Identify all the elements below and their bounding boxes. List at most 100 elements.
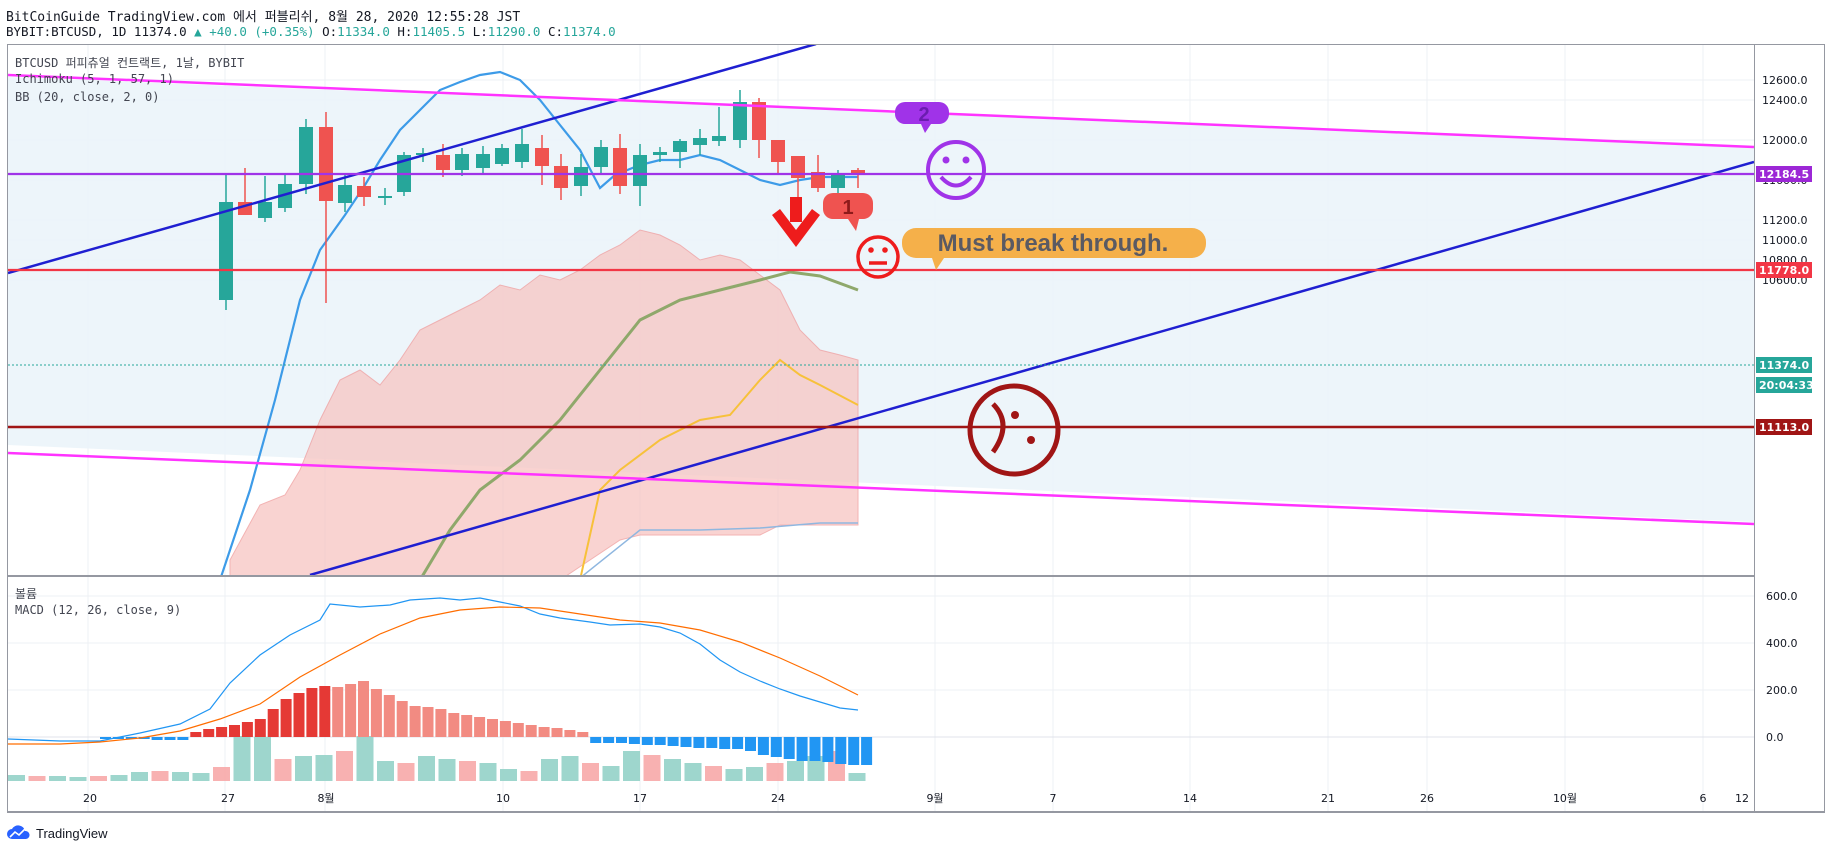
candle-24 [673, 139, 687, 168]
legend-macd[interactable]: MACD (12, 26, close, 9) [15, 603, 182, 617]
candle-23 [653, 147, 667, 162]
candle-1 [219, 173, 233, 310]
bubble-2-label: 2 [918, 104, 929, 126]
macd-pane[interactable] [7, 576, 1755, 812]
candle-15 [495, 144, 509, 166]
volume-bar [315, 755, 333, 781]
price-axis[interactable] [1755, 44, 1825, 812]
volume-bar [274, 759, 292, 781]
macd-hist-bar [125, 737, 137, 739]
macd-line [8, 597, 859, 742]
macd-hist-bar [577, 732, 589, 737]
volume-bar [397, 763, 415, 781]
macd-hist-bar [551, 728, 563, 737]
volume-bar [643, 755, 661, 781]
macd-hist-bar [293, 693, 305, 737]
macd-hist-bar [241, 722, 253, 737]
candle-25 [693, 129, 707, 155]
macd-hist-bar [112, 737, 124, 739]
callout-box[interactable]: Must break through. [902, 228, 1206, 270]
time-tick-label: 26 [1420, 792, 1434, 805]
macd-hist-bar [435, 709, 447, 737]
legend-ichimoku[interactable]: Ichimoku (5, 1, 57, 1) [15, 72, 174, 86]
low-label: L: [472, 24, 488, 39]
cloud-logo-icon [7, 825, 30, 839]
open-label: O: [322, 24, 338, 39]
volume-bar [69, 777, 87, 781]
symbol-price: BYBIT:BTCUSD, 1D 11374.0 [6, 24, 187, 39]
candle-7 [338, 175, 352, 212]
candle-16 [515, 129, 529, 168]
price-tick-label: 12400.0 [1762, 94, 1808, 107]
candle-13 [455, 148, 469, 176]
macd-hist-bar [487, 719, 498, 737]
candle-21 [613, 134, 627, 194]
volume-bar [438, 759, 456, 781]
price-badge: 11374.0 [1756, 357, 1812, 373]
symbol-ohlc-line: BYBIT:BTCUSD, 1D 11374.0 ▲ +40.0 (+0.35%… [6, 24, 616, 39]
smile-icon[interactable] [926, 140, 986, 200]
macd-hist-bar [693, 737, 705, 748]
legend-bollinger[interactable]: BB (20, close, 2, 0) [15, 90, 160, 104]
macd-hist-bar [770, 737, 782, 757]
volume-bar [110, 775, 128, 781]
open-value: 11334.0 [337, 24, 390, 39]
axis-labels: 12600.012400.012000.011600.011200.011000… [83, 74, 1814, 805]
time-tick-label: 8월 [317, 792, 334, 805]
confused-face-icon[interactable] [967, 383, 1061, 477]
candle-27 [733, 90, 747, 148]
macd-hist-bar [706, 737, 718, 748]
volume-bar [479, 763, 497, 781]
volume-bar [807, 756, 825, 781]
macd-hist-bar [280, 699, 292, 737]
change-up-icon: ▲ [194, 24, 202, 39]
candle-28 [752, 98, 766, 158]
macd-hist-bar [641, 737, 653, 745]
macd-hist-bar [835, 737, 847, 764]
macd-hist-bar [409, 706, 421, 737]
macd-hist-bar [603, 737, 615, 743]
price-badge: 11778.0 [1756, 262, 1812, 278]
macd-hist-bar [474, 717, 486, 737]
candle-5 [299, 119, 313, 194]
macd-hist-bar [822, 737, 834, 762]
volume-bar [336, 751, 353, 781]
macd-hist-bar [229, 725, 240, 737]
macd-hist-bar [100, 737, 111, 739]
channel-bottom[interactable] [8, 451, 1754, 526]
macd-hist-bar [628, 737, 640, 744]
macd-hist-bar [861, 737, 873, 765]
trendline-lower[interactable] [309, 160, 1754, 575]
candle-18 [554, 154, 568, 200]
volume-bar [664, 759, 681, 781]
price-tick-label: 11000.0 [1762, 234, 1808, 247]
neutral-face-icon[interactable] [856, 235, 900, 279]
volume-bar [500, 769, 517, 781]
candle-26 [712, 107, 726, 146]
price-pane[interactable] [7, 44, 1755, 576]
macd-histogram [100, 681, 873, 765]
ichimoku-cloud-base [582, 522, 858, 575]
macd-hist-bar [306, 688, 318, 737]
macd-hist-bar [564, 730, 576, 737]
volume-bar [520, 771, 538, 781]
volume-bars [8, 736, 866, 781]
volume-bar [8, 775, 25, 781]
candle-14 [476, 146, 490, 175]
macd-hist-bar [783, 737, 795, 759]
macd-hist-bar [203, 729, 215, 737]
trendline-upper[interactable] [8, 44, 817, 275]
legend-volume[interactable]: 볼륨 [15, 587, 38, 601]
volume-bar [28, 776, 46, 781]
candle-9 [378, 188, 392, 205]
macd-hist-bar [732, 737, 744, 749]
price-badge: 12184.5 [1756, 166, 1812, 182]
down-arrow-icon[interactable] [772, 197, 820, 247]
macd-hist-bar [164, 737, 176, 740]
channel-top[interactable] [8, 73, 1754, 149]
macd-hist-bar [396, 701, 408, 737]
candle-17 [535, 135, 549, 185]
tradingview-logo: TradingView [6, 822, 108, 844]
svg-text:11778.0: 11778.0 [1759, 264, 1809, 277]
